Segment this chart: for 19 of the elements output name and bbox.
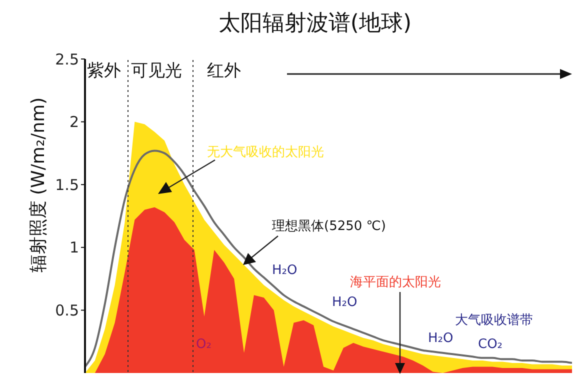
y-tick-label: 2.5 <box>55 50 79 68</box>
text: 海平面的太阳光 <box>350 274 441 291</box>
annotation: H₂O <box>428 331 454 346</box>
y-tick-label: 0.5 <box>55 302 79 320</box>
annotation: CO₂ <box>478 337 503 352</box>
chart-title: 太阳辐射波谱(地球) <box>217 10 413 38</box>
annotation: 大气吸收谱带 <box>455 313 533 328</box>
y-tick-label: 1.5 <box>55 176 79 194</box>
annotation: H₂O <box>332 295 358 310</box>
annotation: O₂ <box>196 337 212 352</box>
annotation: H₂O <box>272 263 298 278</box>
text: 无大气吸收的太阳光 <box>207 144 324 161</box>
annotation: 可见光 <box>131 61 182 81</box>
text: 理想黑体(5250 ℃) <box>272 218 386 235</box>
y-axis-title: 辐射照度 (W/m₂/nm) <box>27 97 50 273</box>
y-tick-label: 1 <box>69 238 79 257</box>
y-tick-label: 2 <box>69 113 79 132</box>
annotation: 紫外 <box>87 61 121 81</box>
annotation: 红外 <box>207 61 241 81</box>
